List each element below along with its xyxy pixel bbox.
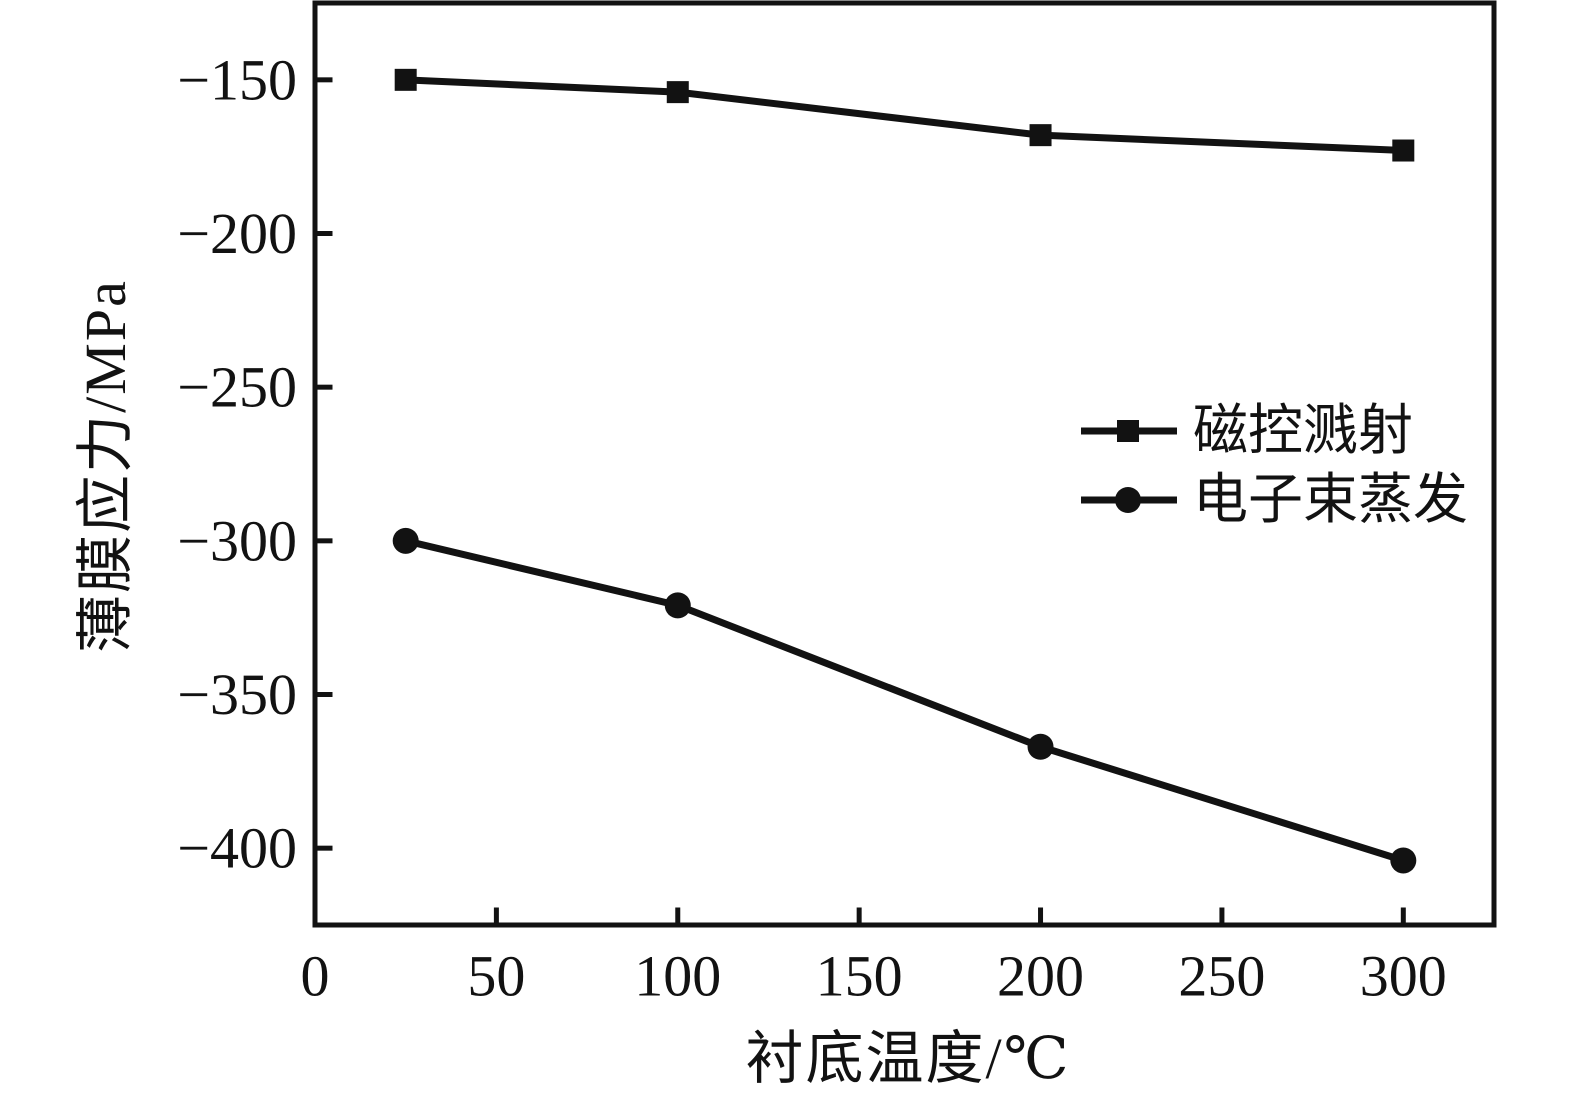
data-point-square xyxy=(1029,124,1052,147)
x-tick-label: 200 xyxy=(997,944,1084,1009)
legend-item-evaporation: 电子束蒸发 xyxy=(1081,465,1468,534)
y-tick-label: −350 xyxy=(177,662,297,727)
x-tick-label: 300 xyxy=(1360,944,1447,1009)
data-point-square xyxy=(1392,139,1415,162)
x-tick-label: 50 xyxy=(467,944,525,1009)
y-tick-label: −250 xyxy=(177,355,297,420)
series-line-0 xyxy=(402,76,1407,155)
x-tick-label: 150 xyxy=(816,944,903,1009)
plot-border xyxy=(312,0,1497,928)
legend-item-sputtering: 磁控溅射 xyxy=(1081,396,1468,465)
data-point-square xyxy=(394,68,417,91)
legend: 磁控溅射 电子束蒸发 xyxy=(1081,396,1468,534)
x-tick-label: 0 xyxy=(301,944,330,1009)
legend-label-evaporation: 电子束蒸发 xyxy=(1193,469,1469,530)
y-tick-label: −150 xyxy=(177,47,297,112)
x-tick-label: 100 xyxy=(634,944,721,1009)
y-tick-label: −200 xyxy=(177,201,297,266)
data-point-circle xyxy=(1027,733,1054,760)
x-axis-label: 衬底温度/℃ xyxy=(745,1026,1071,1091)
data-point-circle xyxy=(1390,847,1417,874)
square-marker-icon xyxy=(1081,419,1177,442)
data-point-circle xyxy=(664,592,691,619)
y-axis-label: 薄膜应力/MPa xyxy=(73,279,138,653)
data-point-square xyxy=(666,81,689,104)
x-tick-label: 250 xyxy=(1178,944,1265,1009)
y-tick-label: −400 xyxy=(177,816,297,881)
y-tick-label: −300 xyxy=(177,508,297,573)
data-point-circle xyxy=(392,527,419,554)
legend-label-sputtering: 磁控溅射 xyxy=(1193,400,1414,461)
circle-marker-icon xyxy=(1081,486,1177,513)
series-line-1 xyxy=(402,537,1407,864)
